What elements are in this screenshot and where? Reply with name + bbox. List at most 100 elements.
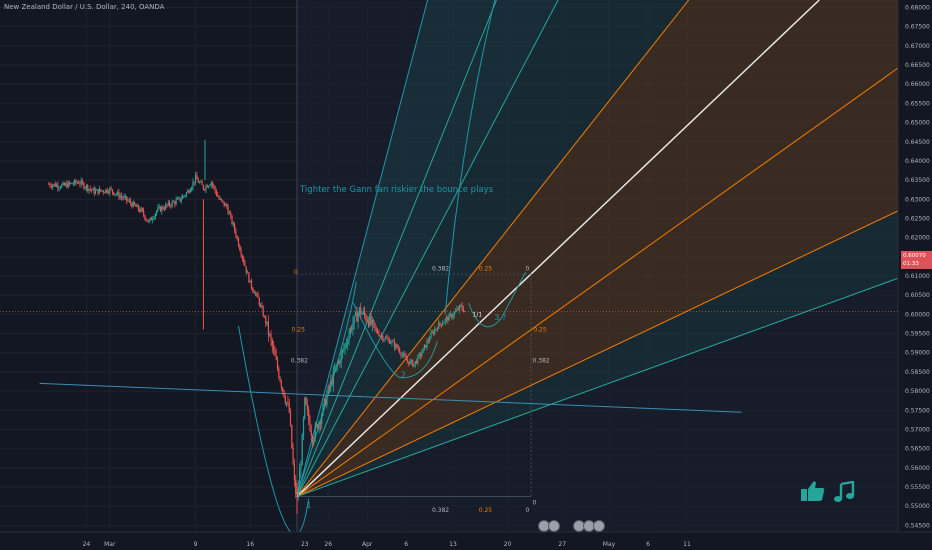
candle-body bbox=[137, 205, 139, 210]
candle-body bbox=[367, 321, 370, 326]
candle-body bbox=[139, 209, 141, 212]
candle-body bbox=[266, 321, 268, 324]
gann-fan-band bbox=[297, 0, 898, 497]
candle-body bbox=[444, 319, 446, 323]
price-tick-label: 0.64000 bbox=[905, 158, 930, 165]
music-note-icon[interactable] bbox=[833, 480, 855, 503]
candle-body bbox=[226, 204, 228, 207]
price-tick-label: 0.61000 bbox=[905, 273, 930, 280]
candle-body bbox=[89, 188, 91, 190]
candle-body bbox=[210, 182, 212, 186]
candle-body bbox=[118, 192, 120, 198]
chart-annotation[interactable]: Tighter the Gann fan riskier the bounce … bbox=[300, 185, 494, 195]
candle-body bbox=[249, 280, 251, 283]
wave-arc bbox=[238, 325, 310, 535]
candle-body bbox=[375, 328, 377, 330]
price-tick-label: 0.65000 bbox=[905, 120, 930, 127]
wave-label: 2 bbox=[401, 371, 406, 380]
candle-body bbox=[141, 208, 143, 211]
thumbs-up-icon[interactable] bbox=[800, 480, 826, 502]
time-tick-label: 24 bbox=[83, 541, 91, 548]
candle-body bbox=[104, 192, 106, 193]
candle-body bbox=[76, 182, 78, 184]
candle-body bbox=[373, 319, 375, 323]
price-tick-label: 0.67500 bbox=[905, 24, 930, 31]
candle-body bbox=[263, 316, 266, 318]
candle-body bbox=[215, 190, 217, 196]
candle-body bbox=[68, 182, 71, 184]
price-tick-label: 0.59000 bbox=[905, 350, 930, 357]
candle-body bbox=[400, 353, 402, 356]
candle-body bbox=[189, 190, 191, 193]
candle-body bbox=[131, 203, 133, 207]
candle-body bbox=[282, 387, 284, 391]
candle-body bbox=[244, 262, 246, 267]
candle-body bbox=[449, 314, 451, 315]
candle-body bbox=[430, 332, 432, 339]
candle-body bbox=[234, 223, 236, 231]
candle-body bbox=[58, 187, 60, 189]
candle-body bbox=[253, 291, 255, 294]
candle-body bbox=[152, 218, 154, 221]
candle-body bbox=[274, 349, 276, 356]
candle-body bbox=[261, 305, 263, 308]
candle-body bbox=[453, 312, 455, 316]
candle-body bbox=[322, 404, 324, 416]
candle-body bbox=[145, 219, 147, 221]
candle-body bbox=[339, 360, 341, 363]
candle-body bbox=[231, 215, 233, 224]
candle-body bbox=[397, 347, 399, 350]
candle-body bbox=[354, 312, 357, 316]
candle-body bbox=[105, 189, 107, 193]
candle-body bbox=[273, 346, 275, 350]
candle-body bbox=[301, 435, 303, 466]
candle-body bbox=[318, 422, 320, 429]
event-badge[interactable] bbox=[548, 520, 560, 532]
gann-fan-line bbox=[296, 67, 899, 497]
wave-label: 3 ? bbox=[494, 313, 506, 322]
candle-body bbox=[308, 409, 310, 421]
candle-body bbox=[239, 245, 241, 251]
candle-body bbox=[133, 202, 136, 205]
candle-body bbox=[195, 175, 197, 183]
candle-body bbox=[110, 188, 112, 190]
candle-body bbox=[440, 324, 442, 326]
candle-body bbox=[92, 188, 94, 191]
candle-body bbox=[384, 337, 386, 340]
candle-body bbox=[330, 380, 332, 388]
candle-body bbox=[175, 199, 177, 205]
candle-body bbox=[379, 335, 381, 337]
candle-body bbox=[319, 422, 321, 425]
candle-body bbox=[94, 190, 97, 194]
candle-body bbox=[310, 430, 312, 436]
candle-body bbox=[165, 204, 167, 210]
candle-body bbox=[265, 316, 267, 324]
candle-body bbox=[292, 448, 294, 464]
candle-body bbox=[62, 182, 64, 185]
candle-body bbox=[267, 321, 269, 335]
candle-body bbox=[70, 183, 72, 184]
price-tick-label: 0.57500 bbox=[905, 407, 930, 414]
candle-body bbox=[271, 340, 273, 347]
event-badge[interactable] bbox=[593, 520, 605, 532]
candle-body bbox=[312, 435, 314, 444]
candle-body bbox=[201, 181, 203, 186]
candle-body bbox=[335, 364, 337, 370]
candle-body bbox=[188, 190, 190, 193]
candle-body bbox=[300, 465, 302, 471]
candle-body bbox=[386, 337, 388, 339]
candle-body bbox=[257, 293, 259, 299]
candle-body bbox=[361, 313, 363, 315]
candle-body bbox=[114, 194, 116, 195]
symbol-title[interactable]: New Zealand Dollar / U.S. Dollar, 240, O… bbox=[4, 3, 165, 11]
candle-body bbox=[436, 328, 438, 330]
candle-body bbox=[78, 182, 80, 184]
candle-body bbox=[293, 463, 295, 480]
candle-body bbox=[331, 380, 333, 385]
candle-body bbox=[340, 352, 342, 363]
candle-body bbox=[380, 335, 383, 337]
candle-body bbox=[413, 364, 415, 367]
candle-body bbox=[202, 185, 204, 190]
